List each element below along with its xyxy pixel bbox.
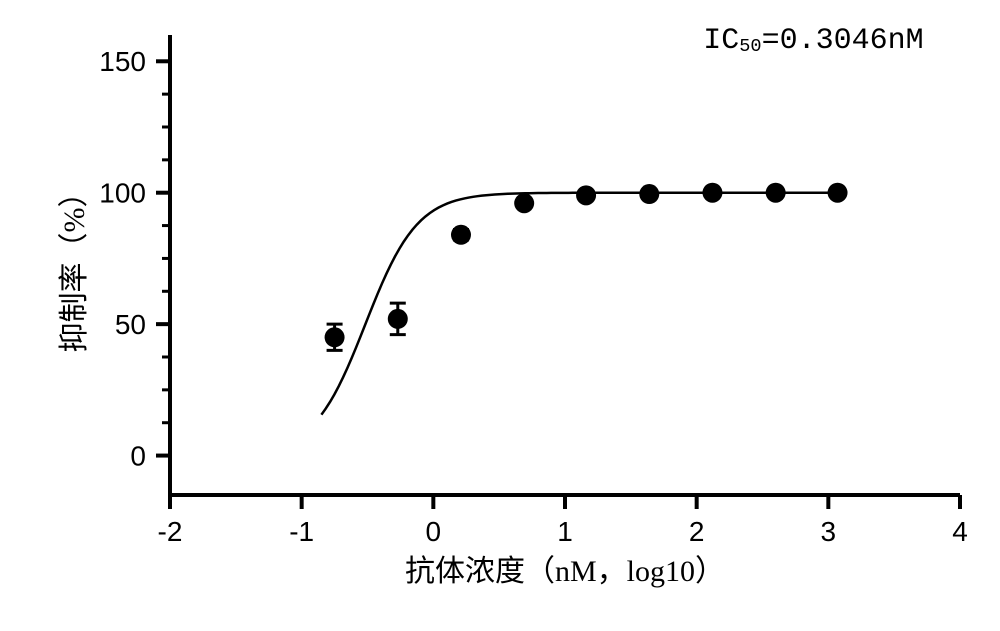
data-point (514, 193, 534, 213)
x-tick-label: 3 (821, 516, 837, 547)
x-tick-label: 0 (426, 516, 442, 547)
x-tick-label: 4 (952, 516, 968, 547)
y-tick-label: 50 (115, 309, 146, 340)
data-point (828, 183, 848, 203)
data-point (451, 225, 471, 245)
data-point (576, 185, 596, 205)
x-tick-label: 1 (557, 516, 573, 547)
chart-svg: -2 -1 0 1 2 3 4 0 50 100 150 抗体浓度（nM，log10） 抑制率（%） IC… (0, 0, 1000, 631)
data-point (702, 183, 722, 203)
data-point (766, 183, 786, 203)
y-tick-label: 0 (130, 440, 146, 471)
axes (170, 35, 960, 495)
y-tick-label: 100 (99, 178, 146, 209)
x-axis-label: 抗体浓度（nM，log10） (405, 555, 725, 588)
x-tick-label: 2 (689, 516, 705, 547)
ic50-annotation: IC50=0.3046nM (703, 24, 923, 58)
y-tick-label: 150 (99, 46, 146, 77)
y-axis-label: 抑制率（%） (58, 178, 91, 353)
data-point (325, 327, 345, 347)
data-point (388, 309, 408, 329)
data-point (639, 184, 659, 204)
x-tick-label: -2 (158, 516, 183, 547)
dose-response-chart: -2 -1 0 1 2 3 4 0 50 100 150 抗体浓度（nM，log10） 抑制率（%） IC… (0, 0, 1000, 631)
x-tick-label: -1 (289, 516, 314, 547)
